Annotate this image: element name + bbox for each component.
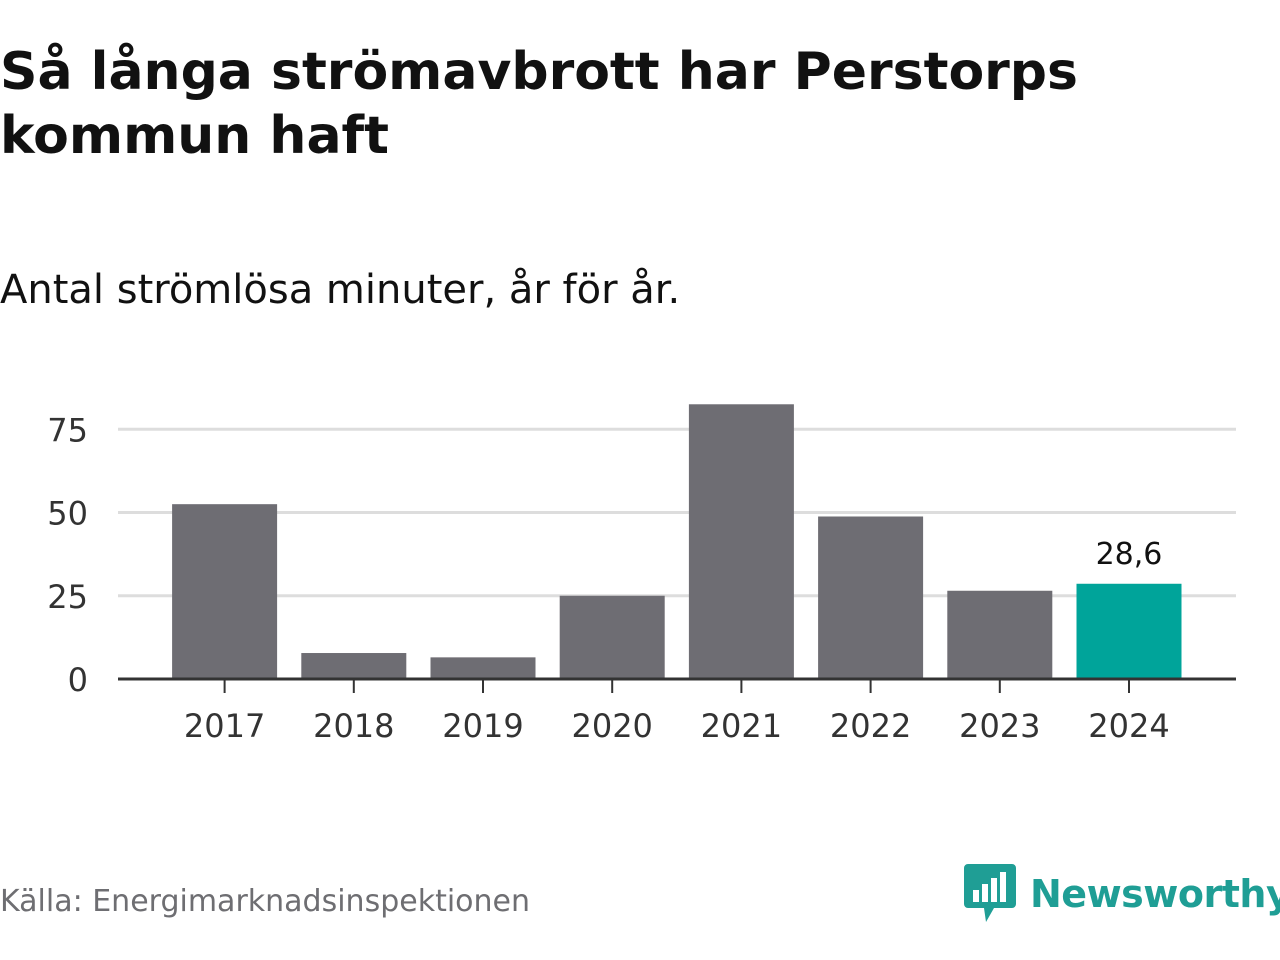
brand-logo: Newsworthy bbox=[964, 864, 1280, 924]
bar bbox=[947, 590, 1053, 679]
brand-name: Newsworthy bbox=[1030, 872, 1280, 916]
bar-chart: 0 25 50 75 2017 2018 2019 2020 2021 2022 2023 2024 2… bbox=[47, 404, 1236, 745]
chart-title: Så långa strömavbrott har Perstorps komm… bbox=[0, 42, 1078, 166]
x-tick-label: 2017 bbox=[184, 707, 265, 745]
bar bbox=[818, 516, 924, 679]
source-note: Källa: Energimarknadsinspektionen bbox=[0, 884, 531, 919]
x-tick-label: 2022 bbox=[830, 707, 911, 745]
bar bbox=[1076, 583, 1182, 679]
x-tick-label: 2018 bbox=[313, 707, 394, 745]
bar bbox=[688, 404, 794, 679]
y-tick-label: 0 bbox=[68, 661, 88, 699]
bar bbox=[559, 595, 665, 679]
bar bbox=[301, 653, 407, 679]
x-tick-label: 2024 bbox=[1088, 707, 1169, 745]
x-tick-label: 2019 bbox=[442, 707, 523, 745]
x-tick-label: 2020 bbox=[571, 707, 652, 745]
x-tick-label: 2023 bbox=[959, 707, 1040, 745]
y-tick-label: 75 bbox=[47, 411, 88, 449]
chart-subtitle: Antal strömlösa minuter, år för år. bbox=[0, 267, 681, 313]
bar bbox=[430, 657, 536, 679]
y-tick-label: 25 bbox=[47, 578, 88, 616]
data-label: 28,6 bbox=[1096, 537, 1163, 572]
bar bbox=[172, 504, 278, 679]
x-tick-label: 2021 bbox=[701, 707, 782, 745]
newsworthy-logo-icon bbox=[964, 864, 1016, 922]
y-tick-label: 50 bbox=[47, 495, 88, 533]
